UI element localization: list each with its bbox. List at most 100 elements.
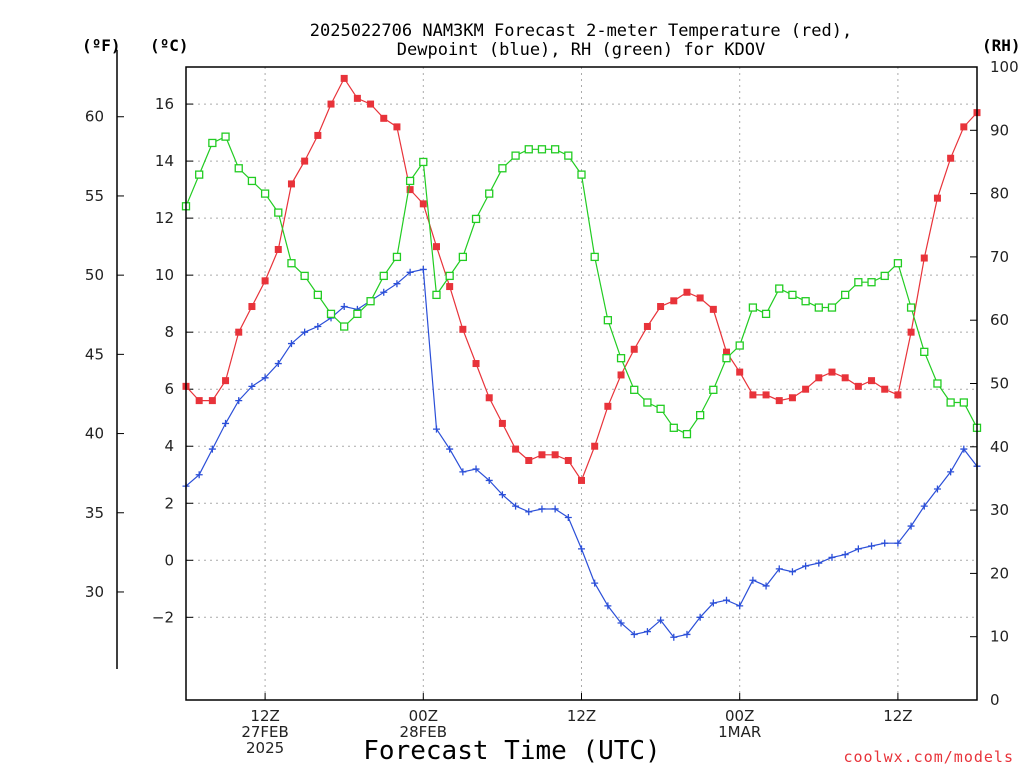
dewpoint-point xyxy=(947,468,955,476)
rh-point xyxy=(709,385,718,394)
dewpoint-point xyxy=(907,522,915,530)
rh-point xyxy=(260,189,270,198)
temperature-point xyxy=(419,200,427,208)
temperature-point xyxy=(933,194,941,202)
dewpoint-point xyxy=(432,425,440,433)
rh-point xyxy=(893,259,903,268)
plot-frame xyxy=(185,66,978,701)
dewpoint-point xyxy=(604,602,612,610)
rh-axis: 0 10 20 30 40 50 60 70 80 90 100 xyxy=(970,58,1019,709)
temperature-point xyxy=(208,397,216,405)
rh-point xyxy=(221,132,230,141)
temperature-point xyxy=(775,397,783,405)
rh-point xyxy=(379,271,388,281)
temperature-point xyxy=(261,277,269,285)
rh-point xyxy=(827,303,837,312)
dewpoint-point xyxy=(485,476,493,484)
dewpoint-line xyxy=(185,268,978,638)
time-tick-label: 27FEB xyxy=(241,723,288,741)
dewpoint-point xyxy=(894,539,902,547)
celsius-unit-label: (ºC) xyxy=(150,36,189,55)
rh-point xyxy=(761,309,771,319)
dewpoint-point xyxy=(630,630,638,638)
fahrenheit-axis: 30 35 40 45 50 55 60 xyxy=(85,49,124,669)
temperature-point xyxy=(881,385,889,393)
time-tick-label: 00Z xyxy=(725,707,754,725)
dewpoint-point xyxy=(459,468,467,476)
temperature-point xyxy=(802,385,810,393)
dewpoint-point xyxy=(736,602,744,610)
rh-point xyxy=(867,278,876,287)
celsius-axis: −2 0 2 4 6 8 10 12 14 16 xyxy=(152,95,193,626)
dewpoint-point xyxy=(802,562,810,570)
rh-point xyxy=(616,354,626,363)
dewpoint-point xyxy=(512,502,520,510)
temperature-point xyxy=(498,419,506,427)
temperature-point xyxy=(670,297,678,305)
rh-point xyxy=(419,157,428,167)
rh-point xyxy=(946,398,955,407)
dewpoint-point xyxy=(683,630,691,638)
dewpoint-point xyxy=(854,545,862,553)
rh-point xyxy=(458,252,468,262)
fahrenheit-unit-label: (ºF) xyxy=(82,36,121,55)
rh-tick-label: 90 xyxy=(990,121,1009,139)
dewpoint-point xyxy=(868,542,876,550)
temperature-point xyxy=(578,476,585,484)
rh-point xyxy=(471,214,481,224)
rh-tick-label: 30 xyxy=(990,501,1009,519)
temperature-point xyxy=(314,131,322,139)
celsius-tick-label: 16 xyxy=(155,95,174,113)
temperature-point xyxy=(195,397,203,405)
dewpoint-point xyxy=(564,514,572,522)
time-tick-label: 12Z xyxy=(567,707,596,725)
dewpoint-point xyxy=(222,419,230,427)
rh-point xyxy=(643,398,652,407)
rh-point xyxy=(880,271,889,281)
temperature-point xyxy=(274,245,282,253)
dewpoint-point xyxy=(960,445,968,453)
rh-point xyxy=(537,145,547,154)
time-tick-label: 28FEB xyxy=(400,723,447,741)
temperature-point xyxy=(538,451,546,459)
rh-point xyxy=(524,145,533,154)
rh-point xyxy=(735,341,744,350)
temperature-point xyxy=(446,283,454,291)
rh-tick-label: 100 xyxy=(990,58,1019,76)
temperature-point xyxy=(485,394,493,402)
dewpoint-point xyxy=(525,508,533,516)
rh-point xyxy=(432,290,441,300)
temperature-point xyxy=(907,328,915,336)
dewpoint-point xyxy=(248,382,256,390)
temperature-point xyxy=(472,360,480,368)
celsius-tick-label: 14 xyxy=(155,152,174,170)
temperature-point xyxy=(815,374,823,382)
rh-point xyxy=(933,379,942,388)
dewpoint-point xyxy=(208,445,216,453)
rh-tick-label: 20 xyxy=(990,564,1009,582)
dewpoint-point xyxy=(657,616,665,624)
credit-label: coolwx.com/models xyxy=(843,748,1014,766)
temperature-point xyxy=(525,456,533,464)
rh-tick-label: 70 xyxy=(990,248,1009,266)
rh-point xyxy=(392,252,402,262)
temperature-point xyxy=(683,288,691,296)
rh-point xyxy=(195,170,204,179)
rh-point xyxy=(775,284,784,293)
temperature-point xyxy=(696,294,704,302)
dewpoint-point xyxy=(670,633,678,641)
dewpoint-point xyxy=(446,445,454,453)
rh-point xyxy=(247,176,257,186)
time-tick-label: 1MAR xyxy=(718,723,761,741)
temperature-point xyxy=(393,123,401,131)
temperature-point xyxy=(459,325,467,333)
temperature-point xyxy=(709,305,717,313)
dewpoint-point xyxy=(498,491,506,499)
temperature-point xyxy=(723,348,731,356)
temperature-point xyxy=(894,391,902,399)
dewpoint-point xyxy=(287,340,295,348)
rh-point xyxy=(511,151,520,160)
dewpoint-point xyxy=(235,397,243,405)
temperature-point xyxy=(604,402,612,410)
chart-title-line-1: 2025022706 NAM3KM Forecast 2-meter Tempe… xyxy=(310,21,852,41)
